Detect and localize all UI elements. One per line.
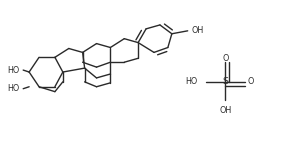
Text: HO: HO bbox=[185, 77, 198, 86]
Text: S: S bbox=[222, 77, 228, 86]
Text: O: O bbox=[222, 54, 228, 63]
Text: O: O bbox=[248, 77, 254, 86]
Text: HO: HO bbox=[7, 66, 20, 75]
Text: OH: OH bbox=[192, 26, 204, 35]
Text: HO: HO bbox=[7, 84, 20, 93]
Text: OH: OH bbox=[219, 106, 231, 115]
